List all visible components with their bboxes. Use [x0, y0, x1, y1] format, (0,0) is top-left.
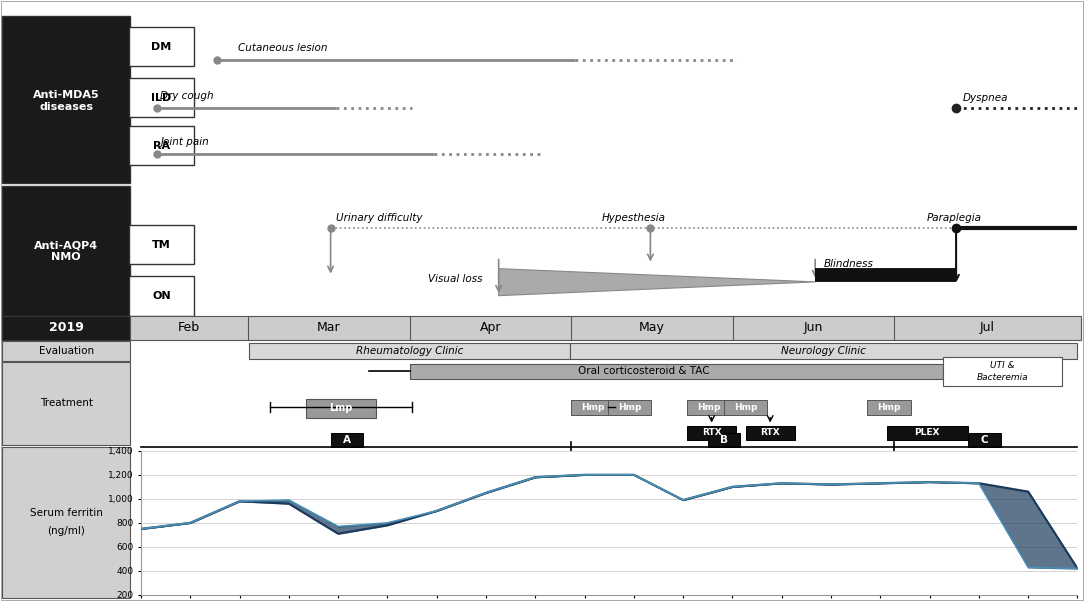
Text: TM: TM [152, 240, 171, 250]
FancyBboxPatch shape [687, 426, 736, 440]
Text: B: B [720, 435, 728, 445]
FancyBboxPatch shape [887, 426, 968, 440]
FancyBboxPatch shape [2, 447, 130, 598]
FancyBboxPatch shape [2, 341, 130, 361]
Text: Hmp: Hmp [581, 403, 605, 412]
Text: Cutaneous lesion: Cutaneous lesion [238, 43, 328, 53]
Text: UTI &: UTI & [991, 361, 1015, 370]
FancyBboxPatch shape [129, 27, 194, 66]
Text: Anti-MDA5
diseases: Anti-MDA5 diseases [33, 90, 100, 112]
FancyBboxPatch shape [2, 362, 130, 445]
Text: Dyspnea: Dyspnea [963, 93, 1008, 103]
Text: ILD: ILD [152, 93, 171, 103]
Text: (ng/ml): (ng/ml) [48, 526, 85, 536]
Text: May: May [640, 321, 664, 334]
FancyBboxPatch shape [249, 343, 570, 359]
Text: Treatment: Treatment [40, 398, 92, 408]
FancyBboxPatch shape [943, 357, 1062, 386]
FancyBboxPatch shape [2, 316, 130, 340]
Text: Hmp: Hmp [734, 403, 758, 412]
Text: Visual loss: Visual loss [428, 274, 482, 284]
Text: Hmp: Hmp [618, 403, 642, 412]
FancyBboxPatch shape [867, 400, 911, 415]
Text: Evaluation: Evaluation [39, 346, 93, 356]
FancyBboxPatch shape [410, 364, 943, 379]
FancyBboxPatch shape [708, 433, 740, 447]
FancyBboxPatch shape [129, 276, 194, 316]
Text: ON: ON [152, 291, 171, 301]
Polygon shape [499, 269, 815, 296]
FancyBboxPatch shape [746, 426, 795, 440]
FancyBboxPatch shape [608, 400, 651, 415]
FancyBboxPatch shape [2, 186, 130, 316]
Text: Feb: Feb [178, 321, 201, 334]
Text: Oral corticosteroid & TAC: Oral corticosteroid & TAC [578, 367, 710, 376]
FancyBboxPatch shape [724, 400, 767, 415]
Text: Hmp: Hmp [697, 403, 721, 412]
Text: RA: RA [153, 141, 170, 151]
FancyBboxPatch shape [2, 16, 130, 183]
Text: A: A [343, 435, 351, 445]
Text: Urinary difficulty: Urinary difficulty [336, 213, 423, 223]
Text: PLEX: PLEX [915, 429, 940, 437]
FancyBboxPatch shape [129, 126, 194, 165]
Text: Serum ferritin: Serum ferritin [29, 508, 103, 518]
Text: Mar: Mar [318, 321, 340, 334]
Text: Neurology Clinic: Neurology Clinic [782, 346, 866, 356]
FancyBboxPatch shape [968, 433, 1001, 447]
FancyBboxPatch shape [306, 399, 376, 418]
Text: Apr: Apr [480, 321, 501, 334]
Text: Anti-AQP4
NMO: Anti-AQP4 NMO [34, 240, 99, 262]
Text: Bacteremia: Bacteremia [977, 373, 1029, 382]
FancyBboxPatch shape [687, 400, 731, 415]
Text: Blindness: Blindness [824, 260, 874, 269]
FancyBboxPatch shape [331, 433, 363, 447]
Text: Dry cough: Dry cough [160, 91, 214, 101]
Text: Paraplegia: Paraplegia [927, 213, 982, 223]
Text: 2019: 2019 [49, 321, 83, 334]
Text: Rheumatology Clinic: Rheumatology Clinic [356, 346, 464, 356]
Text: Joint pain: Joint pain [160, 137, 209, 147]
Text: Jul: Jul [980, 321, 995, 334]
FancyBboxPatch shape [130, 316, 1081, 340]
Text: C: C [980, 435, 989, 445]
FancyBboxPatch shape [570, 343, 1077, 359]
FancyBboxPatch shape [129, 78, 194, 117]
Text: Hypesthesia: Hypesthesia [602, 213, 666, 223]
FancyBboxPatch shape [571, 400, 615, 415]
Text: DM: DM [152, 41, 171, 52]
Text: RTX: RTX [760, 429, 780, 437]
Text: Jun: Jun [804, 321, 823, 334]
Text: RTX: RTX [701, 429, 722, 437]
FancyBboxPatch shape [129, 225, 194, 264]
Text: Hmp: Hmp [877, 403, 901, 412]
Text: Lmp: Lmp [330, 403, 352, 413]
